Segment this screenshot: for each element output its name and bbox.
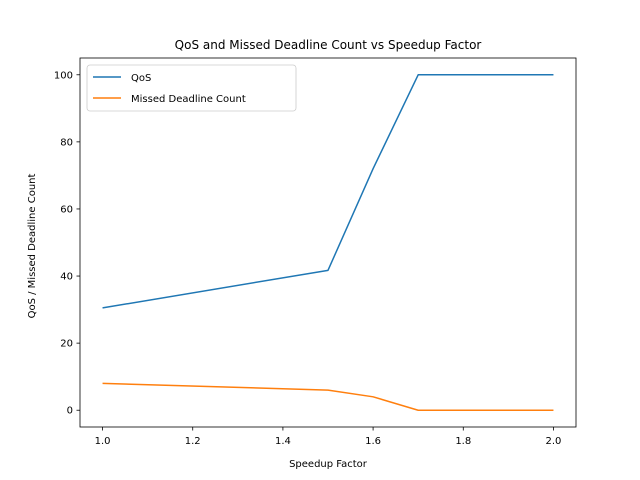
- y-tick-label: 100: [54, 70, 73, 81]
- y-axis-label: QoS / Missed Deadline Count: [27, 174, 38, 319]
- series-line-1: [102, 382, 554, 411]
- x-tick-label: 1.8: [455, 436, 471, 447]
- axes-frame: [79, 57, 577, 428]
- x-tick-label: 2.0: [546, 436, 562, 447]
- x-tick-label: 1.0: [95, 436, 111, 447]
- chart-title: QoS and Missed Deadline Count vs Speedup…: [175, 38, 482, 52]
- legend-label-1: Missed Deadline Count: [131, 94, 246, 105]
- series-line-0: [102, 74, 554, 309]
- y-tick-label: 40: [60, 272, 73, 283]
- x-tick-label: 1.4: [275, 436, 291, 447]
- legend-box: [86, 64, 297, 112]
- x-tick-label: 1.2: [185, 436, 201, 447]
- y-tick-label: 60: [60, 204, 73, 215]
- y-tick-label: 80: [60, 137, 73, 148]
- legend-label-0: QoS: [131, 73, 151, 84]
- y-tick-label: 20: [60, 339, 73, 350]
- y-tick-label: 0: [67, 406, 73, 417]
- plot-area: 1.0 1.2 1.4 1.6 1.8 2.0 0 20 40 60 80 100 QoS Missed …: [54, 57, 577, 447]
- x-tick-label: 1.6: [365, 436, 381, 447]
- x-axis-label: Speedup Factor: [289, 459, 368, 470]
